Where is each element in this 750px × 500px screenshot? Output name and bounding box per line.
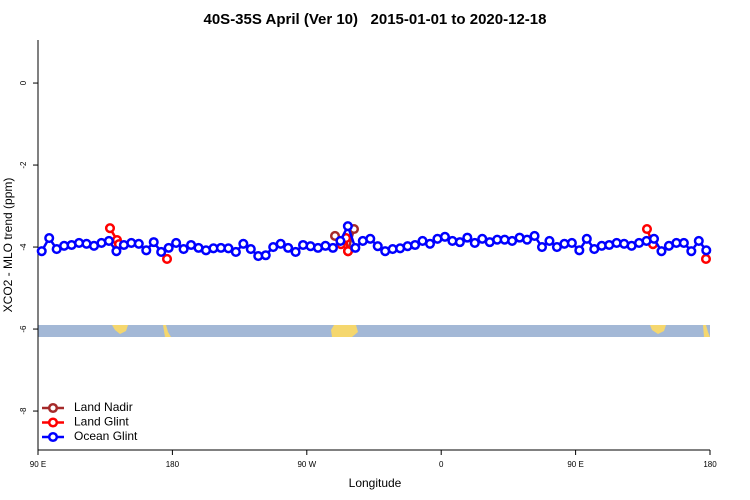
point <box>238 238 249 249</box>
point <box>230 246 241 258</box>
chart-title: 40S-35S April (Ver 10) 2015-01-01 to 202… <box>204 11 547 28</box>
point <box>522 234 533 245</box>
map-land <box>703 325 710 337</box>
land-map <box>38 325 710 337</box>
point <box>701 245 712 256</box>
point <box>163 242 174 253</box>
map-land <box>331 325 358 337</box>
map-ocean <box>38 325 710 337</box>
x-tick-label: 90 W <box>297 460 316 469</box>
x-tick-label: 180 <box>166 460 180 469</box>
point <box>365 233 376 244</box>
point <box>275 238 286 249</box>
point <box>469 237 480 248</box>
point <box>693 235 704 246</box>
point <box>133 238 144 249</box>
point <box>544 235 555 246</box>
point <box>36 246 47 257</box>
y-tick-label: -4 <box>19 243 28 251</box>
point <box>581 233 592 244</box>
point <box>372 241 383 252</box>
point <box>111 246 122 257</box>
point <box>700 253 712 264</box>
x-tick-label: 0 <box>439 460 444 469</box>
point <box>656 246 667 257</box>
x-axis-label: Longitude <box>349 476 402 490</box>
point <box>104 223 116 234</box>
point <box>439 231 450 242</box>
legend-marker <box>47 417 59 428</box>
point <box>245 244 256 255</box>
point <box>103 235 114 246</box>
point <box>283 242 294 253</box>
point <box>156 246 167 258</box>
point <box>410 239 421 251</box>
y-tick-label: -2 <box>19 161 28 169</box>
x-tick-label: 90 E <box>567 460 583 469</box>
point <box>686 246 697 257</box>
point <box>171 237 182 248</box>
point <box>424 238 436 249</box>
point <box>648 233 660 244</box>
y-axis-label: XCO2 - MLO trend (ppm) <box>1 178 15 313</box>
point <box>260 250 271 261</box>
point <box>290 246 301 258</box>
point <box>178 244 189 255</box>
legend-marker <box>47 431 59 443</box>
point <box>350 242 361 253</box>
y-tick-label: -8 <box>19 407 28 415</box>
point <box>342 221 353 232</box>
legend-label: Land Glint <box>74 415 129 429</box>
point <box>454 237 465 248</box>
point <box>574 245 585 256</box>
y-tick-label: -6 <box>19 325 28 333</box>
legend-label: Ocean Glint <box>74 429 138 443</box>
point <box>529 230 540 242</box>
map-land <box>650 325 666 334</box>
point <box>566 237 577 248</box>
point <box>678 237 689 248</box>
point <box>536 242 548 253</box>
x-tick-label: 90 E <box>30 460 46 469</box>
point <box>161 253 173 264</box>
legend-label: Land Nadir <box>74 400 133 414</box>
point <box>141 245 152 256</box>
y-tick-label: 0 <box>19 80 28 85</box>
point <box>223 243 234 254</box>
point <box>148 237 159 248</box>
point <box>327 242 338 253</box>
point <box>462 232 473 243</box>
point <box>44 232 55 244</box>
x-tick-label: 180 <box>703 460 717 469</box>
map-land <box>112 325 128 334</box>
point <box>641 223 653 235</box>
point <box>335 235 346 246</box>
map-land <box>163 325 171 337</box>
legend-marker <box>47 402 59 414</box>
